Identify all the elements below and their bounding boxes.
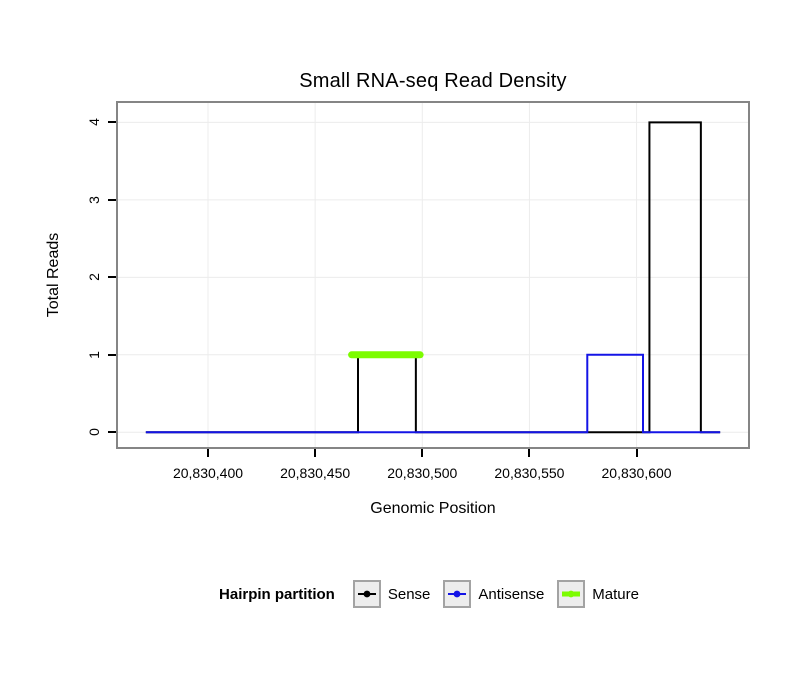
legend-item-antisense: Antisense	[443, 580, 544, 608]
y-axis-tick	[108, 353, 116, 356]
x-tick-label: 20,830,400	[172, 465, 244, 481]
plot-area	[118, 103, 748, 447]
legend-item-label: Sense	[387, 585, 431, 603]
y-axis-tick	[108, 198, 116, 201]
y-tick-label: 4	[86, 118, 102, 127]
y-tick-label: 0	[86, 428, 102, 437]
y-tick-label: 1	[86, 350, 102, 359]
series-line-antisense	[145, 353, 721, 434]
y-axis-tick	[108, 276, 116, 279]
y-axis-tick	[108, 121, 116, 124]
legend-item-sense: Sense	[352, 580, 431, 608]
x-axis-tick	[635, 449, 638, 457]
legend-title: Hairpin partition	[219, 585, 335, 603]
x-tick-label: 20,830,500	[387, 465, 458, 481]
x-axis-tick	[207, 449, 209, 457]
plot-panel	[116, 101, 750, 449]
x-tick-label: 20,830,600	[601, 465, 672, 481]
legend-item-mature: Mature	[557, 580, 639, 608]
y-axis-tick	[108, 431, 116, 434]
legend: Hairpin partition Sense Antisense Mature	[24, 580, 810, 608]
y-axis-label: Total Reads	[45, 232, 62, 318]
legend-key-icon	[443, 580, 472, 608]
legend-item-label: Mature	[592, 585, 639, 603]
y-tick-label: 2	[86, 273, 102, 282]
x-axis-tick	[528, 449, 531, 457]
x-axis-label: Genomic Position	[370, 500, 496, 517]
chart-title: Small RNA-seq Read Density	[299, 70, 567, 92]
x-axis-tick	[314, 449, 317, 457]
legend-key-icon	[557, 580, 586, 608]
y-tick-label: 3	[86, 195, 102, 204]
x-tick-label: 20,830,550	[494, 465, 565, 481]
legend-item-label: Antisense	[478, 585, 545, 603]
legend-key-icon	[352, 580, 381, 608]
x-tick-label: 20,830,450	[280, 465, 351, 481]
x-axis-tick	[421, 449, 424, 457]
